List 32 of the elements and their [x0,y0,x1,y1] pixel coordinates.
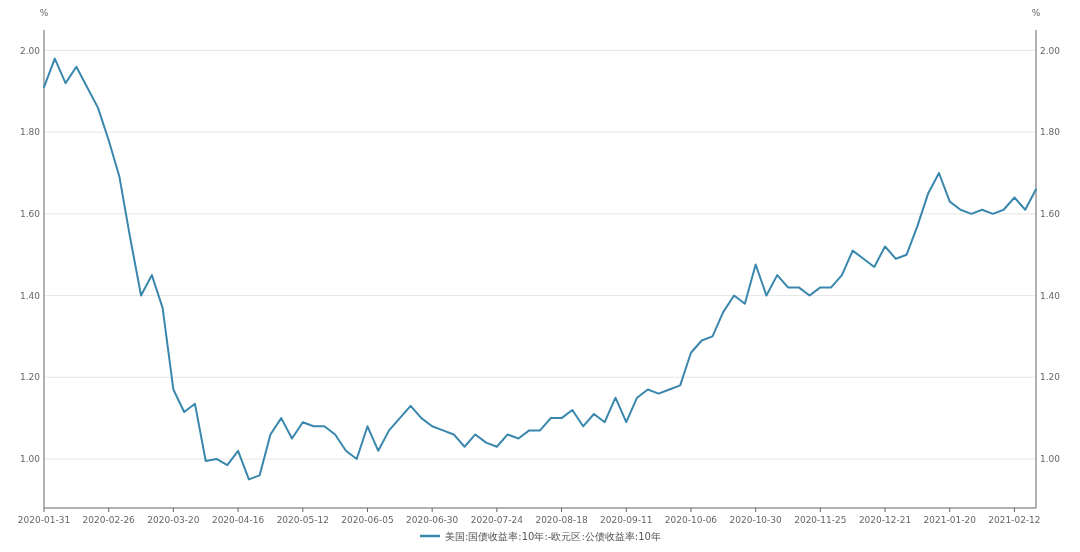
x-tick-label: 2020-03-20 [147,515,200,526]
y2-tick-label: 1.60 [1040,209,1061,219]
x-tick-label: 2020-10-06 [664,515,718,526]
x-tick-label: 2021-01-20 [923,515,977,526]
x-tick-label: 2020-06-30 [406,515,459,526]
x-tick-label: 2021-02-12 [988,515,1041,526]
line-series [43,57,1037,481]
y2-tick-label: 1.40 [1040,290,1061,301]
y2-tick-label: 1.00 [1040,454,1061,465]
x-tick-label: 2020-11-25 [794,515,847,526]
x-tick-label: 2020-09-11 [600,515,653,526]
x-tick-label: 2020-06-05 [341,515,394,526]
x-tick-label: 2020-04-16 [211,515,265,526]
y-tick-label: 1.60 [19,209,41,219]
y-tick-label: 1.20 [19,372,41,383]
x-tick-label: 2020-07-24 [470,515,524,526]
legend-label: 美国:国债收益率:10年:-欧元区:公债收益率:10年 [445,530,661,542]
x-tick-label: 2020-01-31 [17,515,71,526]
y-tick-label: 1.40 [19,290,41,301]
x-tick-label: 2020-08-18 [535,515,588,526]
y-tick-label: 2.00 [19,45,41,56]
y-axis-title: % [39,8,49,19]
x-tick-label: 2020-12-21 [858,515,912,526]
y-tick-label: 1.80 [19,127,41,138]
y2-tick-label: 1.20 [1040,372,1061,383]
y2-tick-label: 1.80 [1040,127,1061,138]
y2-axis-title: % [1031,8,1041,19]
y2-tick-label: 2.00 [1040,45,1061,56]
x-tick-label: 2020-02-26 [82,515,136,526]
x-tick-label: 2020-10-30 [729,515,783,526]
y-tick-label: 1.00 [19,454,41,465]
x-tick-label: 2020-05-12 [276,515,329,526]
